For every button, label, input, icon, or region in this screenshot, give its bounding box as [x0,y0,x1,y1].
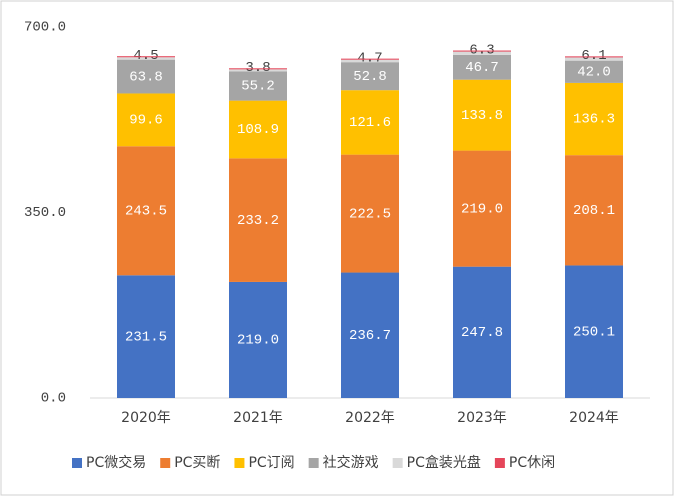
data-label: 219.0 [461,201,503,217]
x-tick-label: 2024年 [569,410,619,426]
bar-segment [229,100,287,159]
data-label: 219.0 [237,333,279,349]
bar-segment [453,79,511,151]
data-label: 233.2 [237,213,279,229]
data-label: 4.7 [357,50,382,66]
legend-swatch [308,458,319,468]
legend-swatch [494,458,505,468]
bar-segment [565,265,623,398]
bar-segment [453,266,511,398]
y-tick-label: 350.0 [24,205,66,221]
bar-segment [453,150,511,267]
x-tick-label: 2021年 [233,410,283,426]
bar-segment [565,56,623,58]
bar-segment [341,62,399,91]
bar-segment [229,68,287,70]
data-label: 63.8 [129,69,163,85]
legend-swatch [160,458,171,468]
data-label: 133.8 [461,108,503,124]
x-tick-label: 2020年 [121,410,171,426]
data-label: 6.1 [581,48,606,64]
bar-segment [453,51,511,55]
bar-segment [341,90,399,155]
legend-label: PC买断 [174,455,220,471]
data-label: 46.7 [465,60,499,76]
bar-segment [341,154,399,273]
bar-segment [565,82,623,156]
bar-segment [117,57,175,60]
bar-segment [453,50,511,52]
bar-segment [117,146,175,276]
bar-segment [229,71,287,101]
bar-segment [341,59,399,63]
legend-label: 社交游戏 [323,454,379,471]
data-label: 55.2 [241,79,275,95]
data-label: 6.3 [469,42,494,58]
bar-segment [229,69,287,72]
bar-segment [117,275,175,398]
legend-swatch [392,458,403,468]
data-label: 42.0 [577,64,611,80]
data-label: 247.8 [461,325,503,341]
data-label: 231.5 [125,329,167,345]
bar-segment [117,59,175,94]
bar-segment [341,58,399,60]
bar-segment [117,93,175,147]
legend-swatch [72,458,82,468]
data-label: 236.7 [349,328,391,344]
data-label: 208.1 [573,203,615,219]
legend-label: PC休闲 [509,455,555,471]
bar-segment [341,272,399,398]
y-tick-label: 700.0 [24,20,66,36]
bar-segment [565,60,623,83]
bar-segment [453,54,511,80]
data-label: 52.8 [353,69,387,85]
data-label: 243.5 [125,203,167,219]
bar-segment [117,56,175,58]
bar-segment [565,155,623,266]
bar-segment [229,158,287,282]
x-tick-label: 2022年 [345,410,395,426]
bar-segment [565,57,623,61]
legend-label: PC盒装光盘 [407,454,481,471]
data-label: 4.5 [133,48,158,64]
data-label: 99.6 [129,113,163,129]
bar-segment [229,281,287,398]
x-tick-label: 2023年 [457,410,507,426]
data-label: 250.1 [573,324,615,340]
y-tick-label: 0.0 [41,391,66,407]
data-label: 136.3 [573,112,615,128]
data-label: 3.8 [245,60,270,76]
data-label: 222.5 [349,206,391,222]
legend-label: PC订阅 [248,455,294,471]
data-label: 121.6 [349,115,391,131]
legend-label: PC微交易 [86,454,146,471]
data-label: 108.9 [237,122,279,138]
legend-swatch [234,458,245,468]
